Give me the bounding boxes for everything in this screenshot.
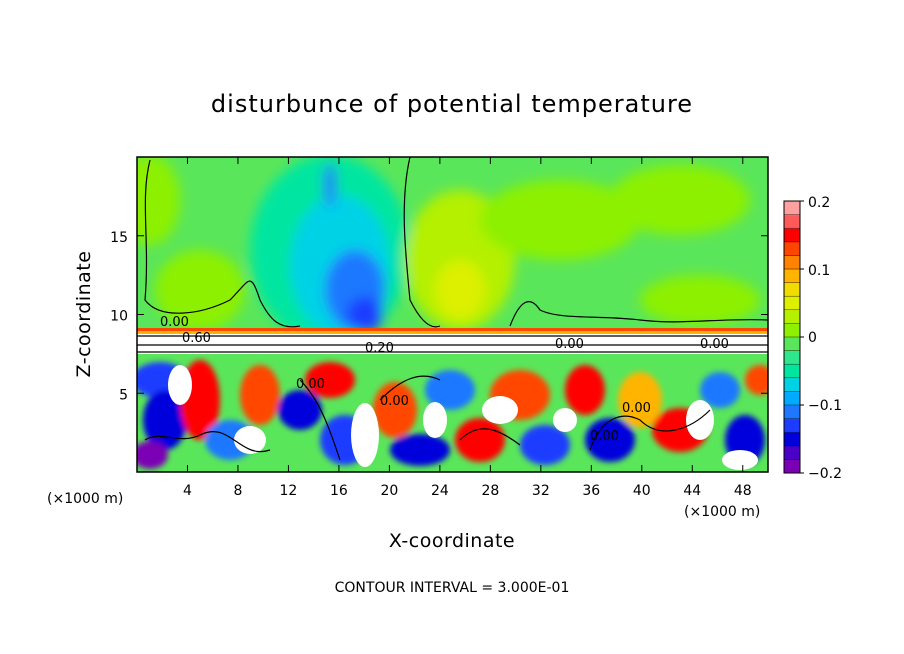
- colorbar-swatch: [784, 323, 800, 338]
- y-axis-ticks: 5 10 15: [110, 230, 768, 403]
- x-tick-label: 36: [582, 483, 600, 499]
- colorbar-tick-label: 0: [808, 330, 817, 346]
- x-axis-ticks: 4 8 12 16 20 24 28 32 36 40 44 48: [183, 157, 752, 499]
- contour-label: 0.00: [622, 401, 651, 416]
- colorbar-swatch: [784, 241, 800, 256]
- x-tick-label: 4: [183, 483, 192, 499]
- colorbar-swatch: [784, 337, 800, 352]
- contour-label: 0.00: [380, 394, 409, 409]
- colorbar-swatch: [784, 228, 800, 243]
- contour-label: 0.00: [590, 429, 619, 444]
- colorbar-swatch: [784, 201, 800, 216]
- colorbar-swatch: [784, 255, 800, 270]
- colorbar-frame: [783, 200, 801, 474]
- x-tick-label: 16: [330, 483, 348, 499]
- colorbar-swatch: [784, 405, 800, 420]
- contour-label: 0.60: [182, 331, 211, 346]
- contour-interval-note: CONTOUR INTERVAL = 3.000E-01: [335, 580, 570, 596]
- colorbar-tick-label: −0.2: [808, 466, 842, 482]
- white-patches: [168, 365, 758, 470]
- x-tick-label: 12: [280, 483, 298, 499]
- contour-line-upper-mid: [403, 157, 441, 328]
- contour-label: 0.00: [700, 337, 729, 352]
- colorbar-tick-labels: 0.2 0.1 0 −0.1 −0.2: [808, 195, 842, 482]
- interface-band: [137, 334, 768, 354]
- contour-line-lower-5: [589, 409, 711, 451]
- contour-lines: [137, 157, 768, 461]
- y-tick-label: 5: [119, 387, 128, 403]
- contour-line-lower-1: [144, 431, 271, 453]
- colorbar-swatch: [784, 269, 800, 284]
- contour-line-lower-2: [299, 379, 341, 461]
- colorbar-swatch: [784, 296, 800, 311]
- colorbar-swatch: [784, 350, 800, 365]
- colorbar-swatch: [784, 445, 800, 460]
- x-tick-label: 40: [633, 483, 651, 499]
- contour-line-lower-3: [379, 375, 441, 401]
- contour-label: 0.00: [160, 315, 189, 330]
- y-tick-label: 10: [110, 309, 128, 325]
- contour-label: 0.00: [555, 337, 584, 352]
- x-tick-label: 28: [481, 483, 499, 499]
- x-tick-label: 8: [233, 483, 242, 499]
- upper-field: [137, 157, 760, 345]
- contour-label: 0.20: [365, 341, 394, 356]
- colorbar-swatch: [784, 214, 800, 229]
- colorbar-tick-label: −0.1: [808, 398, 842, 414]
- x-tick-label: 20: [380, 483, 398, 499]
- colorbar-swatch: [784, 377, 800, 392]
- colorbar-swatch: [784, 418, 800, 433]
- x-tick-label: 48: [734, 483, 752, 499]
- colorbar-swatch: [784, 309, 800, 324]
- contour-line-upper-left: [144, 159, 301, 328]
- y-axis-label: Z-coordinate: [73, 251, 95, 378]
- colorbar-swatch: [784, 391, 800, 406]
- colorbar-tick-label: 0.2: [808, 195, 830, 211]
- colorbar-swatch: [784, 364, 800, 379]
- contour-labels: 0.00 0.60 0.00 0.20 0.00 0.00 0.00 0.00 …: [160, 315, 729, 444]
- chart-title: disturbunce of potential temperature: [211, 90, 693, 118]
- x-tick-label: 32: [532, 483, 550, 499]
- colorbar-tick-label: 0.1: [808, 263, 830, 279]
- colorbar-swatch: [784, 282, 800, 297]
- colorbar-swatch: [784, 432, 800, 447]
- x-origin-unit-label: (×1000 m): [47, 491, 123, 507]
- colorbar-swatch: [784, 459, 800, 474]
- x-axis-unit-label: (×1000 m): [684, 504, 760, 520]
- colorbar: [784, 200, 804, 474]
- x-axis-label: X-coordinate: [389, 530, 515, 552]
- y-tick-label: 15: [110, 230, 128, 246]
- x-tick-label: 44: [683, 483, 701, 499]
- contour-label: 0.00: [296, 377, 325, 392]
- contour-line-upper-right: [509, 301, 768, 327]
- plot-area: 0.00 0.60 0.00 0.20 0.00 0.00 0.00 0.00 …: [137, 157, 768, 472]
- x-tick-label: 24: [431, 483, 449, 499]
- contour-line-lower-4: [459, 428, 521, 446]
